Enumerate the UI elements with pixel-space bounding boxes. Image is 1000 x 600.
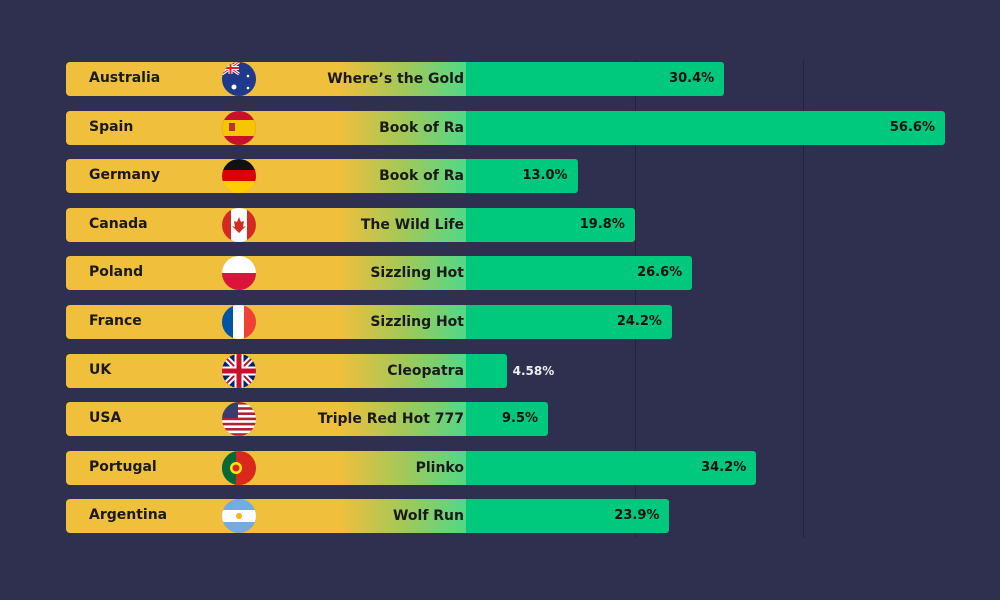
chart-row: USA Triple Red Hot 777 9.5% — [66, 402, 966, 437]
bar — [466, 207, 635, 242]
chart-row: Germany Book of Ra 13.0% — [66, 159, 966, 194]
game-label: Triple Red Hot 777 — [317, 411, 464, 428]
data-label: 13.0% — [522, 168, 568, 184]
label-bar — [66, 159, 468, 194]
germany-flag-icon — [222, 159, 256, 194]
gridline — [634, 60, 636, 538]
data-label: 26.6% — [637, 265, 683, 281]
data-label: 4.58% — [512, 363, 555, 378]
label-bar — [66, 450, 468, 485]
game-label: Wolf Run — [392, 508, 464, 525]
label-bar — [66, 256, 468, 291]
spain-flag-icon — [222, 110, 256, 145]
game-label: Cleopatra — [387, 362, 464, 379]
label-bar — [66, 353, 468, 388]
chart-row: UK Cleopatra 4.58% — [66, 353, 966, 388]
portugal-flag-icon — [222, 450, 256, 485]
chart-row: Argentina Wolf Run 23.9% — [66, 499, 966, 534]
bar — [466, 305, 672, 339]
usa-flag-icon — [222, 402, 256, 437]
argentina-flag-icon — [222, 499, 256, 534]
data-label: 9.5% — [502, 411, 539, 427]
chart-row: Canada The Wild Life 19.8% — [66, 207, 966, 242]
bar — [466, 62, 725, 96]
bar — [466, 402, 549, 437]
category-label: UK — [89, 361, 112, 378]
game-label: Plinko — [415, 459, 464, 476]
game-label: Sizzling Hot — [370, 314, 464, 330]
category-label: Australia — [89, 70, 161, 86]
category-label: Portugal — [89, 458, 157, 475]
australia-flag-icon — [222, 62, 256, 96]
poland-flag-icon — [222, 256, 256, 291]
chart-row: Portugal Plinko 34.2% — [66, 450, 966, 485]
canada-flag-icon — [222, 207, 256, 242]
game-label: Sizzling Hot — [370, 265, 464, 282]
label-bar — [66, 62, 468, 96]
bar — [466, 110, 945, 145]
bar — [466, 256, 693, 291]
category-label: Poland — [89, 264, 144, 281]
label-bar — [66, 207, 468, 242]
data-label: 56.6% — [889, 119, 935, 135]
game-label: The Wild Life — [360, 216, 464, 233]
bar — [466, 499, 670, 534]
game-label: Book of Ra — [379, 168, 464, 185]
france-flag-icon — [222, 305, 256, 339]
label-bar — [66, 499, 468, 534]
bar — [466, 159, 578, 194]
data-label: 34.2% — [701, 459, 747, 475]
bar — [466, 353, 507, 388]
label-bar — [66, 305, 468, 339]
game-label: Where’s the Gold — [327, 71, 464, 87]
data-label: 30.4% — [669, 71, 715, 86]
category-label: Germany — [89, 167, 161, 184]
category-label: Canada — [89, 215, 148, 232]
chart-row: Poland Sizzling Hot 26.6% — [66, 256, 966, 291]
gridline — [803, 60, 805, 538]
chart-row: France Sizzling Hot 24.2% — [66, 305, 966, 339]
data-label: 19.8% — [579, 216, 625, 232]
category-label: Spain — [89, 118, 134, 135]
uk-flag-icon — [222, 353, 256, 388]
data-label: 23.9% — [614, 508, 660, 524]
chart-row: Australia Where’s the Gold 30.4% — [66, 62, 966, 96]
chart-row: Spain Book of Ra 56.6% — [66, 110, 966, 145]
category-label: France — [89, 313, 142, 329]
label-bar — [66, 110, 468, 145]
category-label: USA — [89, 410, 122, 427]
data-label: 24.2% — [616, 314, 662, 329]
game-label: Book of Ra — [379, 119, 464, 136]
category-label: Argentina — [89, 507, 168, 524]
label-bar — [66, 402, 468, 437]
bar — [466, 450, 757, 485]
